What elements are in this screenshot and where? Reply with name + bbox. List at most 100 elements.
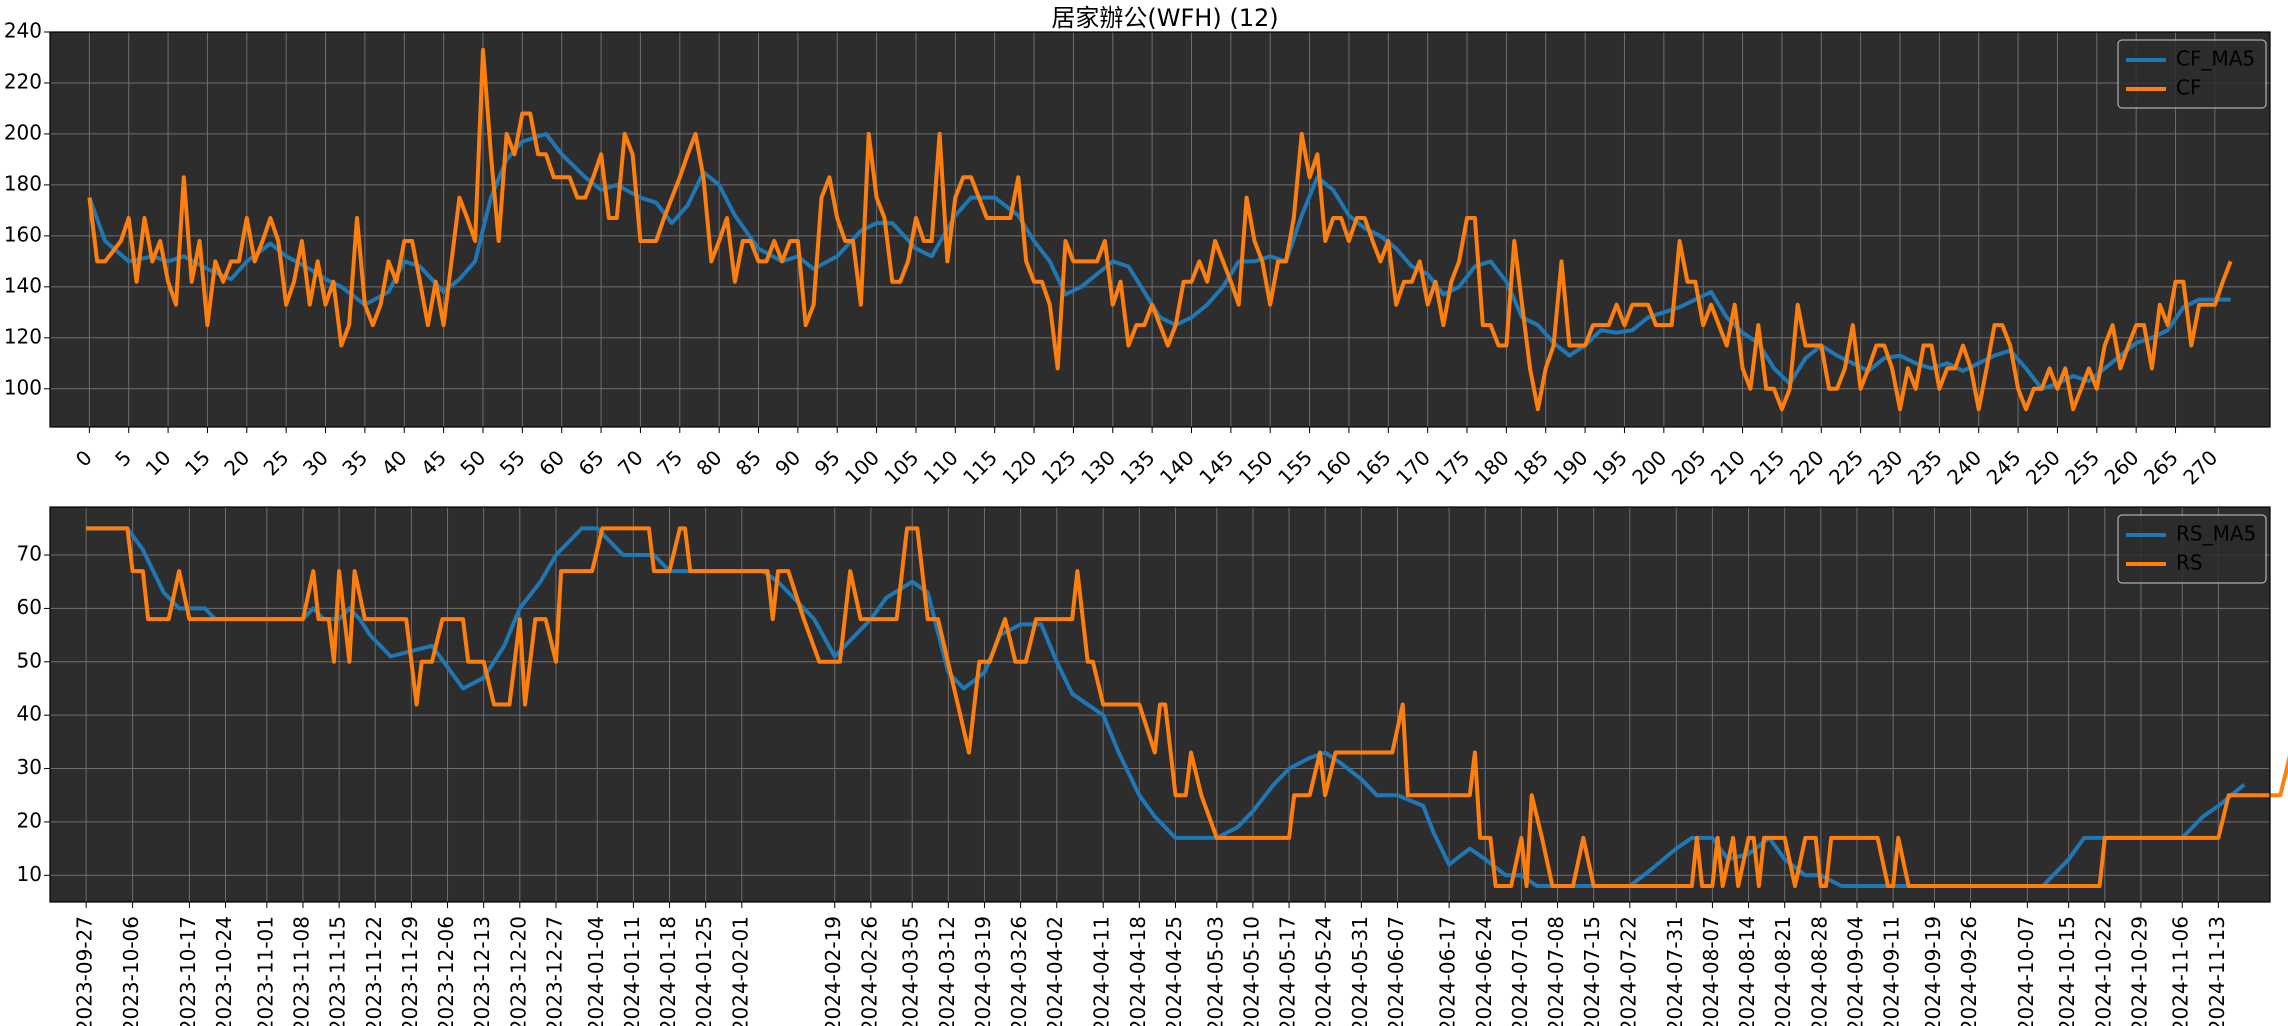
x-tick-label: 2024-09-04 [1843, 916, 1867, 1026]
legend: CF_MA5 CF [2117, 39, 2267, 109]
x-tick-label: 2024-05-24 [1312, 916, 1336, 1026]
x-tick-label: 2024-06-17 [1436, 916, 1460, 1026]
x-tick-label: 220 [1785, 445, 1829, 489]
y-tick-label: 60 [17, 595, 42, 619]
legend-label: CF_MA5 [2176, 47, 2255, 71]
x-tick-label: 2024-04-18 [1126, 916, 1150, 1026]
x-tick-label: 2024-10-07 [2014, 916, 2038, 1026]
x-tick-label: 2024-01-25 [692, 916, 716, 1026]
chart-title: 居家辦公(WFH) (12) [1051, 4, 1278, 32]
y-tick-label: 40 [17, 702, 42, 726]
x-tick-label: 160 [1312, 445, 1356, 489]
x-tick-label: 70 [613, 445, 648, 480]
x-tick-label: 2024-02-19 [821, 916, 845, 1026]
x-tick-label: 2024-09-11 [1880, 916, 1904, 1026]
x-tick-label: 60 [534, 445, 569, 480]
x-tick-label: 140 [1155, 445, 1199, 489]
x-tick-label: 255 [2060, 445, 2104, 489]
x-tick-label: 2024-07-01 [1508, 916, 1532, 1026]
x-tick-label: 2024-03-19 [971, 916, 995, 1026]
x-tick-label: 95 [810, 445, 845, 480]
legend-label: RS [2176, 551, 2203, 575]
x-tick-label: 215 [1745, 445, 1789, 489]
y-tick-label: 120 [4, 324, 42, 348]
y-tick-label: 20 [17, 808, 42, 832]
x-tick-label: 210 [1706, 445, 1750, 489]
x-tick-label: 2023-11-22 [362, 916, 386, 1026]
plot-frame [49, 506, 2271, 903]
x-tick-label: 80 [692, 445, 727, 480]
x-tick-label: 2024-05-03 [1203, 916, 1227, 1026]
x-tick-label: 190 [1549, 445, 1593, 489]
x-tick-label: 145 [1194, 445, 1238, 489]
x-tick-label: 25 [259, 445, 294, 480]
x-tick-label: 20 [219, 445, 254, 480]
subplot-1: 0 5 10 15 20 25 30 35 40 45 50 55 60 65 70 75 80 85 90 9510… [4, 19, 2271, 489]
x-tick-label: 2023-12-27 [542, 916, 566, 1026]
x-tick-label: 2024-03-12 [935, 916, 959, 1026]
x-tick-label: 2024-02-26 [857, 916, 881, 1026]
x-tick-label: 165 [1352, 445, 1396, 489]
x-tick-label: 2024-10-29 [2127, 916, 2151, 1026]
legend: RS_MA5 RS [2117, 514, 2267, 584]
x-tick-label: 2024-04-11 [1090, 916, 1114, 1026]
x-tick-label: 120 [997, 445, 1041, 489]
x-tick-label: 65 [574, 445, 609, 480]
x-tick-label: 230 [1863, 445, 1907, 489]
series-line-rs [86, 526, 2288, 888]
x-tick-label: 2023-10-24 [212, 916, 236, 1026]
x-tick-label: 2024-04-25 [1162, 916, 1186, 1026]
x-tick-label: 2024-01-18 [656, 916, 680, 1026]
x-tick-label: 100 [840, 445, 884, 489]
x-tick-label: 200 [1627, 445, 1671, 489]
x-tick-label: 2023-12-13 [470, 916, 494, 1026]
x-tick-label: 2024-07-08 [1544, 916, 1568, 1026]
x-tick-label: 2024-11-06 [2169, 916, 2193, 1026]
x-tick-label: 235 [1903, 445, 1947, 489]
x-tick-label: 135 [1116, 445, 1160, 489]
x-tick-label: 260 [2100, 445, 2144, 489]
plot-frame [49, 31, 2271, 428]
x-tick-label: 2024-07-22 [1616, 916, 1640, 1026]
x-tick-label: 110 [919, 445, 963, 489]
x-tick-label: 0 [71, 445, 97, 471]
x-tick-label: 50 [455, 445, 490, 480]
x-tick-label: 2023-10-06 [119, 916, 143, 1026]
x-tick-label: 115 [958, 445, 1002, 489]
y-tick-label: 200 [4, 120, 42, 144]
x-tick-label: 175 [1430, 445, 1474, 489]
y-tick-label: 70 [17, 542, 42, 566]
x-tick-label: 2023-11-29 [398, 916, 422, 1026]
x-tick-label: 35 [337, 445, 372, 480]
x-tick-label: 2023-12-06 [434, 916, 458, 1026]
legend-label: CF [2176, 76, 2201, 100]
x-tick-label: 30 [298, 445, 333, 480]
x-tick-label: 240 [1942, 445, 1986, 489]
y-tick-label: 220 [4, 69, 42, 93]
x-tick-label: 2024-02-01 [728, 916, 752, 1026]
legend-label: RS_MA5 [2176, 522, 2256, 546]
x-tick-label: 205 [1667, 445, 1711, 489]
x-tick-label: 2024-08-07 [1699, 916, 1723, 1026]
x-tick-label: 265 [2139, 445, 2183, 489]
x-tick-label: 2024-05-31 [1348, 916, 1372, 1026]
x-tick-label: 2024-09-19 [1921, 916, 1945, 1026]
x-tick-label: 2024-03-05 [899, 916, 923, 1026]
x-tick-label: 2024-08-21 [1771, 916, 1795, 1026]
x-tick-label: 125 [1037, 445, 1081, 489]
x-tick-label: 90 [770, 445, 805, 480]
x-tick-label: 225 [1824, 445, 1868, 489]
x-tick-label: 250 [2021, 445, 2065, 489]
y-tick-label: 100 [4, 375, 42, 399]
x-tick-label: 2024-06-07 [1384, 916, 1408, 1026]
x-tick-label: 2024-07-15 [1580, 916, 1604, 1026]
x-tick-label: 155 [1273, 445, 1317, 489]
x-tick-label: 2024-10-22 [2091, 916, 2115, 1026]
x-tick-label: 170 [1391, 445, 1435, 489]
x-tick-label: 2024-08-14 [1735, 916, 1759, 1026]
series-line-rs-ma5 [86, 526, 2246, 888]
x-tick-label: 10 [141, 445, 176, 480]
x-tick-label: 2024-06-24 [1472, 916, 1496, 1026]
x-tick-label: 2024-05-17 [1276, 916, 1300, 1026]
